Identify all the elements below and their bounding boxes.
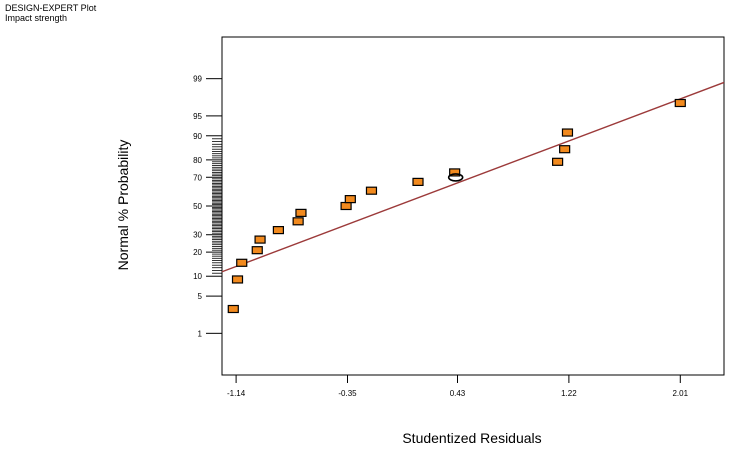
header-plot-title: DESIGN-EXPERT Plot (5, 3, 97, 13)
data-point (227, 304, 239, 314)
data-point (292, 217, 304, 226)
x-tick-label: -1.14 (227, 389, 246, 398)
data-point (552, 157, 564, 166)
data-point (344, 195, 356, 204)
y-tick-label: 30 (193, 231, 202, 240)
y-tick-label: 10 (193, 272, 202, 281)
data-point (674, 98, 686, 108)
y-tick-label: 80 (193, 156, 202, 165)
y-tick-label: 95 (193, 112, 202, 121)
header-response-name: Impact strength (5, 13, 68, 23)
data-point (449, 168, 461, 177)
data-point (254, 235, 266, 244)
fit-line (221, 81, 725, 273)
data-point (295, 208, 307, 217)
y-tick-label: 20 (193, 248, 202, 257)
y-axis-title: Normal % Probability (115, 140, 131, 271)
data-point (251, 246, 263, 255)
y-tick-label: 99 (193, 75, 202, 84)
y-tick-label: 1 (198, 329, 203, 338)
data-point (272, 226, 285, 235)
data-point (340, 201, 352, 211)
y-axis-ticks: 1 5 10 20 30 50 70 80 90 95 99 (193, 75, 222, 338)
x-axis-title: Studentized Residuals (402, 430, 541, 446)
data-point (412, 177, 424, 186)
data-point (365, 186, 378, 195)
y-tick-label: 50 (193, 202, 202, 211)
highlight-marker (447, 173, 464, 182)
y-tick-label: 5 (198, 292, 203, 301)
fit-line-group (221, 81, 725, 273)
plot-frame (221, 36, 725, 376)
x-axis-ticks: -1.14 -0.35 0.43 1.22 2.01 (227, 375, 689, 398)
x-tick-label: 1.22 (561, 389, 577, 398)
data-point (561, 128, 574, 137)
y-tick-label: 90 (193, 132, 202, 141)
data-point (231, 275, 244, 284)
x-tick-label: 2.01 (672, 389, 688, 398)
data-point (236, 258, 248, 267)
data-point (559, 145, 571, 154)
y-tick-label: 70 (193, 173, 202, 182)
data-points (227, 98, 686, 314)
x-tick-label: -0.35 (338, 389, 357, 398)
x-tick-label: 0.43 (450, 389, 466, 398)
